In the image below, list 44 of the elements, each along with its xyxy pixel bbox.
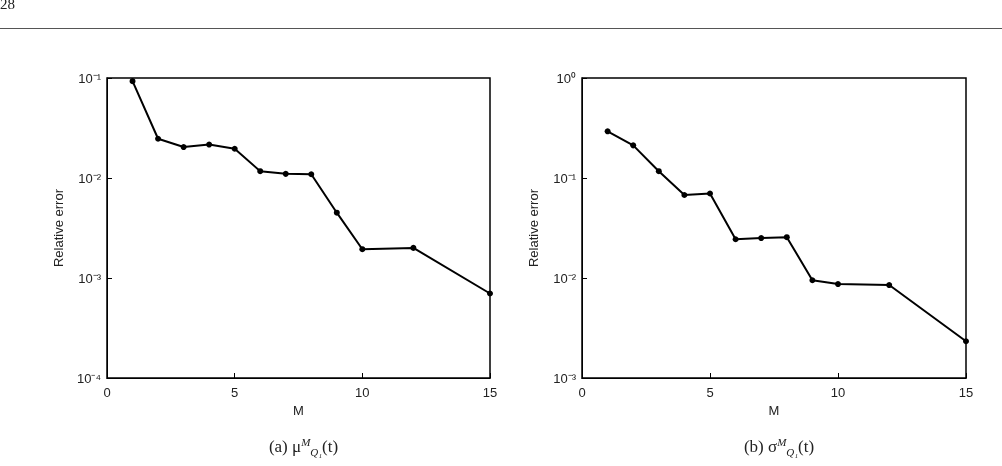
y-tick-label: 10⁻¹ [78,70,102,86]
point [604,128,611,135]
point [783,234,790,241]
point [758,235,765,242]
point [180,144,187,151]
point [155,135,162,142]
y-tick-label: 10⁻³ [78,270,102,286]
point [630,142,637,149]
point [333,209,340,216]
y-tick-label: 10⁻⁴ [76,370,101,386]
y-tick-label: 10⁰ [556,70,576,86]
point [681,192,688,198]
point [410,244,417,251]
x-tick-label: 10 [355,385,370,400]
point [206,141,213,148]
point [129,78,136,85]
point [835,281,841,288]
y-tick-label: 10⁻² [553,270,577,286]
x-axis-title: M [768,403,780,418]
y-axis-title: Relative error [526,188,541,268]
point [231,145,238,152]
point [886,282,893,289]
x-tick-label: 10 [830,385,846,400]
point [655,168,662,175]
y-axis-title: Relative error [51,188,66,268]
x-tick-label: 5 [706,385,714,400]
x-tick-label: 15 [482,385,498,400]
x-tick-label: 15 [958,385,974,400]
x-tick-label: 5 [231,385,239,400]
point [732,236,739,243]
point [707,190,713,197]
point [282,170,289,177]
x-tick-label: 0 [103,385,111,400]
point [257,168,264,175]
y-tick-label: 10⁻³ [553,370,577,386]
y-tick-label: 10⁻² [78,170,102,186]
y-tick-label: 10⁻¹ [553,170,577,186]
point [809,277,816,284]
point [487,290,493,297]
point [308,171,315,178]
point [359,246,366,253]
x-tick-label: 0 [578,385,586,400]
point [963,338,969,345]
x-axis-title: M [293,403,304,418]
